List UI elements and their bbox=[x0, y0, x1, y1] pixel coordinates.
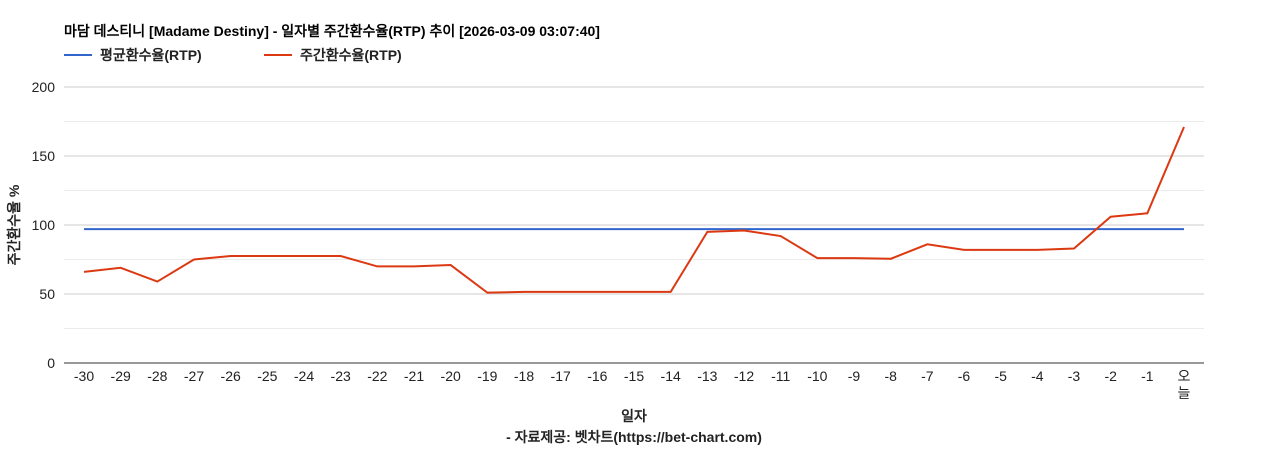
y-axis-label: 주간환수율 % bbox=[6, 184, 22, 265]
x-tick-label: -16 bbox=[587, 368, 607, 384]
x-tick-label: -13 bbox=[697, 368, 717, 384]
x-tick-label: -28 bbox=[147, 368, 167, 384]
y-tick-label: 100 bbox=[32, 217, 56, 233]
y-tick-labels: 0 50 100 150 200 bbox=[32, 79, 56, 371]
legend-label: 평균환수율(RTP) bbox=[100, 47, 202, 63]
x-tick-label: -21 bbox=[404, 368, 424, 384]
x-tick-label: -15 bbox=[624, 368, 644, 384]
x-tick-label: -29 bbox=[111, 368, 131, 384]
x-tick-label: -5 bbox=[994, 368, 1007, 384]
x-tick-label: -7 bbox=[921, 368, 934, 384]
x-tick-label: -25 bbox=[257, 368, 277, 384]
x-tick-label: -11 bbox=[771, 368, 790, 384]
x-tick-label: -27 bbox=[184, 368, 204, 384]
x-tick-label: -26 bbox=[221, 368, 241, 384]
series-lines bbox=[84, 127, 1184, 293]
x-tick-label: -19 bbox=[477, 368, 497, 384]
x-tick-label: -17 bbox=[551, 368, 571, 384]
x-tick-label: -10 bbox=[807, 368, 827, 384]
y-tick-label: 200 bbox=[32, 79, 56, 95]
footer-source: - 자료제공: 벳차트(https://bet-chart.com) bbox=[506, 429, 762, 445]
x-tick-labels: -30 -29 -28 -27 -26 -25 -24 -23 -22 -21 -20 -19 -18 -… bbox=[74, 368, 1191, 401]
x-tick-label: -23 bbox=[331, 368, 351, 384]
x-tick-label: -3 bbox=[1068, 368, 1081, 384]
y-tick-label: 150 bbox=[32, 148, 56, 164]
y-tick-label: 50 bbox=[39, 286, 55, 302]
x-tick-label: -22 bbox=[367, 368, 387, 384]
x-tick-label: -20 bbox=[441, 368, 461, 384]
x-tick-label: -12 bbox=[734, 368, 754, 384]
x-axis-label: 일자 bbox=[621, 408, 647, 424]
x-tick-label: -2 bbox=[1104, 368, 1117, 384]
x-tick-label: -24 bbox=[294, 368, 314, 384]
y-tick-label: 0 bbox=[47, 355, 55, 371]
x-tick-label: -8 bbox=[884, 368, 897, 384]
legend-label: 주간환수율(RTP) bbox=[300, 47, 402, 63]
gridlines bbox=[64, 87, 1204, 363]
x-tick-label: -18 bbox=[514, 368, 534, 384]
x-tick-label: -9 bbox=[848, 368, 861, 384]
x-tick-label: -14 bbox=[661, 368, 681, 384]
legend: 평균환수율(RTP) 주간환수율(RTP) bbox=[64, 47, 402, 63]
x-tick-label: -1 bbox=[1141, 368, 1154, 384]
x-tick-label: -30 bbox=[74, 368, 94, 384]
x-tick-label: -6 bbox=[958, 368, 971, 384]
weekly-rtp-line bbox=[84, 127, 1184, 293]
x-tick-label: -4 bbox=[1031, 368, 1044, 384]
chart-title: 마담 데스티니 [Madame Destiny] - 일자별 주간환수율(RTP… bbox=[64, 23, 600, 39]
